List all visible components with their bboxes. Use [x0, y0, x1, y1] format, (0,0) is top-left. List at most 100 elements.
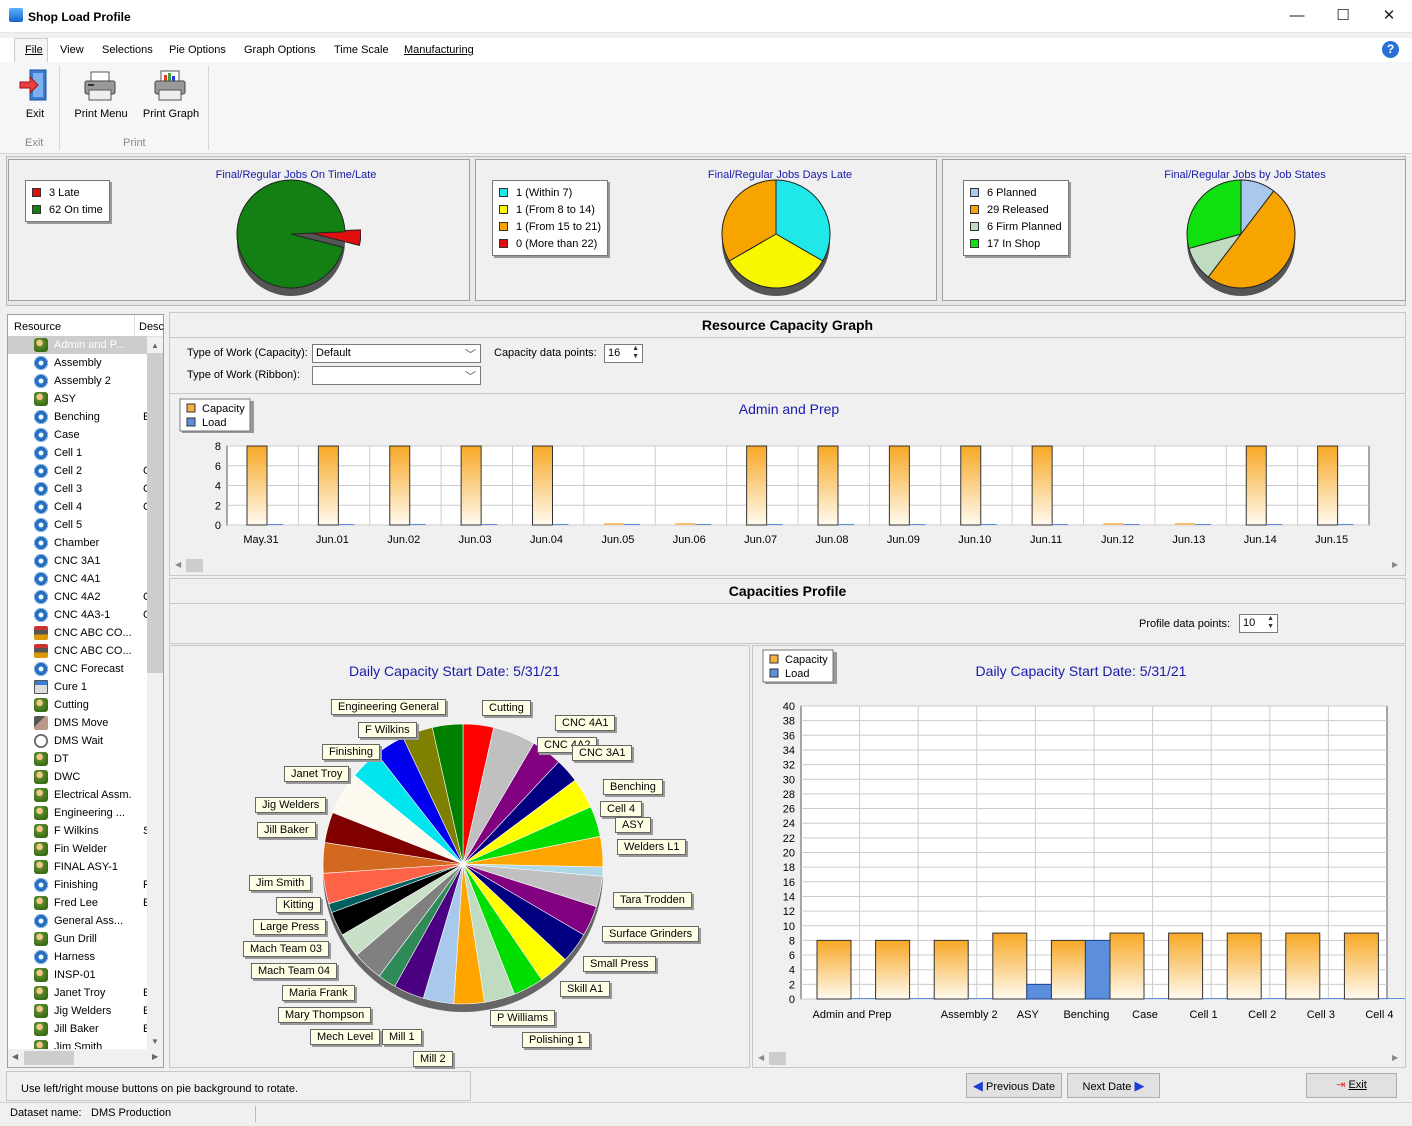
- load-bar[interactable]: [409, 524, 426, 525]
- capacity-bar[interactable]: [246, 445, 268, 526]
- resource-list-item[interactable]: CNC 3A1: [8, 552, 147, 570]
- resource-list-item[interactable]: ASY: [8, 390, 147, 408]
- next-date-button[interactable]: Next Date ▶: [1067, 1073, 1160, 1098]
- capacity-bar[interactable]: [1226, 932, 1262, 1000]
- resource-list-item[interactable]: Cell 3 C: [8, 480, 147, 498]
- load-bar[interactable]: [267, 524, 283, 525]
- load-bar[interactable]: [481, 524, 498, 525]
- capacity-bar[interactable]: [816, 939, 852, 1000]
- capacity-bar[interactable]: [1109, 932, 1145, 1000]
- capacity-points-stepper[interactable]: 16 ▲ ▼: [604, 344, 643, 363]
- load-bar[interactable]: [1202, 998, 1237, 999]
- chevron-down-icon[interactable]: ﹀: [465, 371, 476, 383]
- resource-list-item[interactable]: CNC 4A1: [8, 570, 147, 588]
- capacity-bar[interactable]: [1343, 932, 1379, 1000]
- capacity-bar[interactable]: [1285, 932, 1321, 1000]
- load-bar[interactable]: [1266, 524, 1283, 525]
- resource-list-item[interactable]: CNC ABC CO...: [8, 624, 147, 642]
- maximize-button[interactable]: ☐: [1336, 7, 1350, 24]
- menu-view[interactable]: View: [60, 44, 84, 56]
- help-icon[interactable]: ?: [1382, 41, 1399, 58]
- pie-slice[interactable]: [775, 179, 831, 262]
- resource-list-item[interactable]: General Ass...: [8, 912, 147, 930]
- exit-button[interactable]: ⇥ Exit: [1306, 1073, 1397, 1098]
- menu-selections[interactable]: Selections: [102, 44, 153, 56]
- scroll-right-icon[interactable]: ▶: [1392, 560, 1399, 569]
- load-bar[interactable]: [980, 524, 997, 525]
- resource-list-item[interactable]: Harness: [8, 948, 147, 966]
- load-bar[interactable]: [1194, 524, 1211, 525]
- resource-list-item[interactable]: DT: [8, 750, 147, 768]
- pie-slice[interactable]: [721, 179, 777, 262]
- scroll-up-icon[interactable]: ▲: [151, 341, 159, 350]
- resource-list-item[interactable]: Cutting: [8, 696, 147, 714]
- chevron-down-icon[interactable]: ﹀: [465, 349, 476, 361]
- load-bar[interactable]: [1337, 524, 1354, 525]
- pie-slice[interactable]: [431, 723, 464, 865]
- exit-button-label[interactable]: Exit: [25, 108, 45, 120]
- resource-list-item[interactable]: DWC: [8, 768, 147, 786]
- load-bar[interactable]: [909, 998, 944, 999]
- resource-list-item[interactable]: Assembly: [8, 354, 147, 372]
- capacity-bar[interactable]: [675, 523, 696, 525]
- scroll-thumb-h[interactable]: [24, 1051, 74, 1065]
- capacity-bar[interactable]: [1168, 932, 1204, 1000]
- pie-slice[interactable]: [236, 179, 346, 289]
- pie-slice[interactable]: [1207, 190, 1296, 289]
- load-bar[interactable]: [766, 524, 783, 525]
- resource-list-item[interactable]: Chamber: [8, 534, 147, 552]
- scroll-right-icon[interactable]: ▶: [152, 1052, 159, 1061]
- capacity-bar[interactable]: [1103, 523, 1124, 525]
- capacity-bar[interactable]: [746, 445, 768, 526]
- load-bar[interactable]: [1144, 998, 1178, 999]
- load-bar[interactable]: [338, 524, 355, 525]
- minimize-button[interactable]: —: [1289, 7, 1305, 24]
- capacity-type-select[interactable]: Default ﹀: [312, 344, 481, 363]
- menu-file[interactable]: File: [25, 44, 43, 56]
- load-bar[interactable]: [1052, 524, 1069, 525]
- resource-list-item[interactable]: Benching E: [8, 408, 147, 426]
- capacity-pie-chart[interactable]: [170, 646, 749, 1067]
- load-bar[interactable]: [968, 998, 1003, 999]
- capacity-bar[interactable]: [460, 445, 482, 526]
- load-bar[interactable]: [851, 998, 885, 999]
- graph-horizontal-scrollbar[interactable]: ◀ ▶: [170, 556, 1405, 574]
- resource-list-item[interactable]: Engineering ...: [8, 804, 147, 822]
- resource-list-item[interactable]: DMS Wait: [8, 732, 147, 750]
- resource-list-item[interactable]: Cell 2 C: [8, 462, 147, 480]
- capacity-bar[interactable]: [960, 445, 982, 526]
- capacity-bar[interactable]: [1031, 445, 1053, 526]
- load-bar[interactable]: [1123, 524, 1140, 525]
- load-bar[interactable]: [1319, 998, 1354, 999]
- load-bar[interactable]: [623, 524, 640, 525]
- stepper-arrows-icon[interactable]: ▲ ▼: [1267, 615, 1274, 630]
- resource-list-item[interactable]: Cell 5: [8, 516, 147, 534]
- load-bar[interactable]: [1261, 998, 1296, 999]
- stepper-arrows-icon[interactable]: ▲ ▼: [632, 345, 639, 360]
- menu-manufacturing[interactable]: Manufacturing: [404, 44, 474, 56]
- ribbon-type-select[interactable]: ﹀: [312, 366, 481, 385]
- load-bar[interactable]: [1378, 998, 1405, 999]
- menu-pie-options[interactable]: Pie Options: [169, 44, 226, 56]
- exit-icon[interactable]: [18, 68, 50, 102]
- print-graph-label[interactable]: Print Graph: [142, 108, 200, 120]
- summary-pie-chart[interactable]: [1171, 170, 1311, 300]
- resource-list-item[interactable]: CNC 4A2 C: [8, 588, 147, 606]
- summary-pie-chart[interactable]: [706, 170, 846, 300]
- resource-list-item[interactable]: Cell 1: [8, 444, 147, 462]
- resource-list-item[interactable]: CNC ABC CO...: [8, 642, 147, 660]
- resource-list-item[interactable]: INSP-01: [8, 966, 147, 984]
- scroll-thumb-h[interactable]: [186, 559, 203, 572]
- capacity-bar[interactable]: [817, 445, 839, 526]
- load-bar[interactable]: [838, 524, 854, 525]
- pie-slice[interactable]: [1186, 179, 1242, 250]
- resource-list-item[interactable]: Electrical Assm.: [8, 786, 147, 804]
- pie-slice[interactable]: [306, 229, 361, 246]
- profile-points-stepper[interactable]: 10 ▲ ▼: [1239, 614, 1278, 633]
- resource-list-item[interactable]: F Wilkins S: [8, 822, 147, 840]
- scroll-left-icon[interactable]: ◀: [175, 560, 182, 569]
- resource-list-item[interactable]: CNC 4A3-1 C: [8, 606, 147, 624]
- load-bar[interactable]: [695, 524, 712, 525]
- resource-list-item[interactable]: Fin Welder: [8, 840, 147, 858]
- capacity-bar[interactable]: [603, 523, 624, 525]
